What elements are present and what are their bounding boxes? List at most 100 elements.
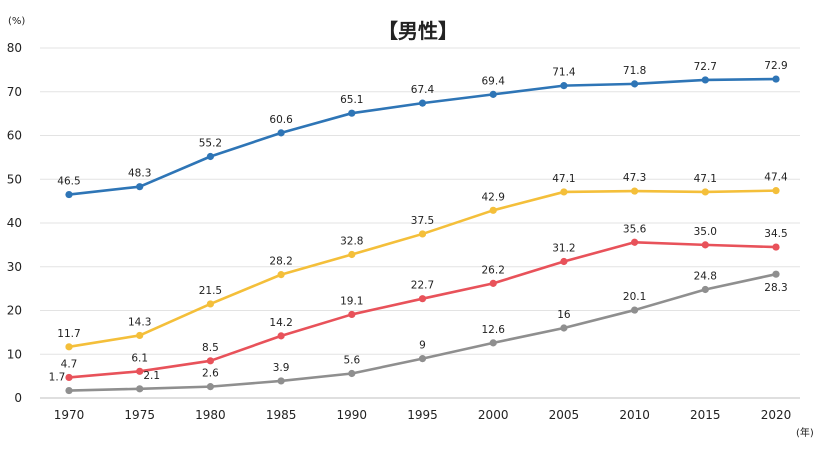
data-label: 47.4 xyxy=(764,172,788,184)
data-point xyxy=(631,306,639,314)
data-label: 1.7 xyxy=(49,372,66,384)
data-label: 14.3 xyxy=(128,316,151,328)
x-tick-label: 2020 xyxy=(761,408,792,422)
data-point xyxy=(489,206,497,214)
data-label: 4.7 xyxy=(61,358,78,370)
y-tick-label: 70 xyxy=(7,85,22,99)
y-tick-label: 30 xyxy=(7,260,22,274)
data-point xyxy=(418,355,427,363)
data-point xyxy=(348,369,356,378)
data-point xyxy=(65,343,73,351)
data-point xyxy=(489,279,497,287)
data-label: 19.1 xyxy=(340,295,363,307)
x-tick-label: 1980 xyxy=(195,408,226,422)
data-point xyxy=(136,331,144,340)
data-label: 3.9 xyxy=(273,362,290,374)
data-label: 69.4 xyxy=(482,75,506,87)
data-label: 60.6 xyxy=(269,114,293,126)
data-point xyxy=(136,367,144,375)
x-unit-label: (年) xyxy=(796,426,814,439)
data-point xyxy=(772,187,780,195)
y-axis-ticks: 0 10 20 30 40 50 60 70 80 xyxy=(7,41,22,405)
data-label: 20.1 xyxy=(623,291,646,303)
y-tick-label: 60 xyxy=(7,129,22,143)
data-label: 21.5 xyxy=(199,285,222,297)
data-point xyxy=(560,188,568,196)
x-tick-label: 2005 xyxy=(549,408,580,422)
data-point xyxy=(65,190,73,199)
data-label: 9 xyxy=(419,340,426,352)
data-label: 32.8 xyxy=(340,236,363,248)
y-tick-label: 20 xyxy=(7,304,22,318)
x-tick-label: 1975 xyxy=(124,408,155,422)
data-label: 35.6 xyxy=(623,223,647,235)
data-point xyxy=(418,230,427,238)
x-tick-label: 2000 xyxy=(478,408,509,422)
data-label: 11.7 xyxy=(57,328,80,340)
data-point xyxy=(206,300,214,308)
data-label: 55.2 xyxy=(199,138,222,150)
chart-title: 【男性】 xyxy=(378,19,458,43)
data-point xyxy=(560,257,568,266)
data-point xyxy=(772,270,780,278)
data-label: 24.8 xyxy=(694,271,717,283)
series-2: 4.7 6.1 8.5 14.2 19.1 22.7 26.2 31.2 35.6 35.0 34.… xyxy=(61,223,788,382)
series-line xyxy=(68,77,777,196)
data-label: 42.9 xyxy=(482,191,505,203)
data-point xyxy=(277,377,285,385)
data-point xyxy=(277,332,285,340)
data-point xyxy=(348,109,356,117)
data-label: 72.7 xyxy=(694,61,717,73)
data-label: 26.2 xyxy=(482,264,505,276)
data-point xyxy=(348,310,356,319)
data-point xyxy=(136,385,144,393)
x-tick-label: 2015 xyxy=(690,408,721,422)
data-label: 5.6 xyxy=(343,355,360,367)
y-tick-label: 40 xyxy=(7,216,22,230)
data-label: 37.5 xyxy=(411,215,434,227)
x-tick-label: 1995 xyxy=(407,408,438,422)
x-axis-ticks: 1970 1975 1980 1985 1990 1995 2000 2005 2010 2015… xyxy=(54,408,792,422)
data-label: 71.4 xyxy=(552,67,576,79)
data-point xyxy=(65,373,73,382)
data-label: 47.1 xyxy=(694,173,717,185)
data-label: 46.5 xyxy=(57,176,80,188)
data-point xyxy=(701,76,709,84)
x-tick-label: 1985 xyxy=(266,408,297,422)
data-point xyxy=(136,183,144,191)
data-label: 47.3 xyxy=(623,172,646,184)
data-point xyxy=(277,271,285,279)
x-tick-label: 1990 xyxy=(337,408,368,422)
data-point xyxy=(489,339,497,347)
data-point xyxy=(560,324,568,332)
data-point xyxy=(701,285,709,294)
y-tick-label: 80 xyxy=(7,41,22,55)
series-group: 46.5 48.3 55.2 60.6 65.1 67.4 69.4 71.4 71.8 72.7… xyxy=(49,60,788,395)
series-1: 11.7 14.3 21.5 28.2 32.8 37.5 42.9 47.1 47.3 47.1… xyxy=(57,172,788,351)
data-point xyxy=(701,188,709,196)
data-label: 2.6 xyxy=(202,368,219,380)
data-point xyxy=(631,187,639,195)
y-tick-label: 0 xyxy=(14,391,22,405)
data-point xyxy=(418,295,427,303)
y-tick-label: 10 xyxy=(7,347,22,361)
data-point xyxy=(489,90,497,98)
data-point xyxy=(206,357,214,365)
data-point xyxy=(701,241,709,249)
data-label: 34.5 xyxy=(764,228,787,240)
y-unit-label: (%) xyxy=(8,16,25,27)
series-3: 1.7 2.1 2.6 3.9 5.6 9 12.6 16 20.1 24.8 28.3 xyxy=(49,271,788,395)
data-label: 31.2 xyxy=(552,243,575,255)
data-point xyxy=(418,99,427,107)
gridlines xyxy=(40,47,800,399)
data-point xyxy=(772,243,780,251)
data-label: 67.4 xyxy=(411,84,435,96)
data-point xyxy=(772,75,780,83)
data-point xyxy=(65,386,73,395)
data-point xyxy=(348,250,356,259)
data-point xyxy=(631,80,639,88)
data-point xyxy=(277,129,285,137)
data-label: 28.3 xyxy=(764,282,787,294)
data-label: 8.5 xyxy=(202,342,219,354)
data-label: 6.1 xyxy=(131,352,148,364)
